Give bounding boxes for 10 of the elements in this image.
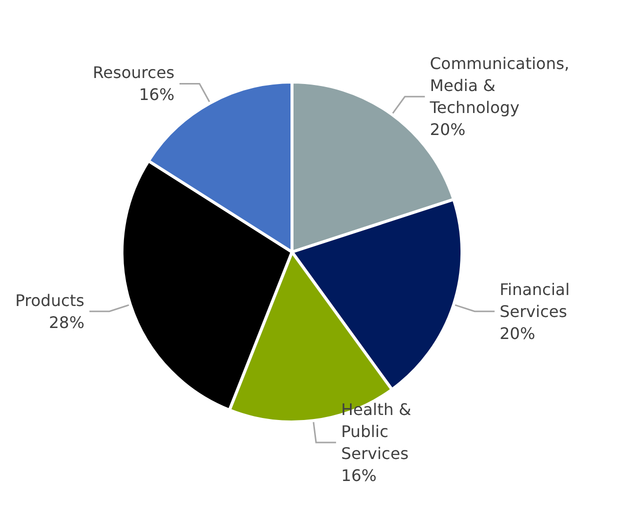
slice-label: Communications, Media & Technology: [428, 54, 574, 118]
slice-label: Resources: [92, 63, 175, 82]
data-label: 16%: [341, 466, 377, 485]
data-label: 20%: [430, 120, 466, 140]
data-label: 20%: [500, 324, 536, 343]
data-label: 16%: [138, 85, 175, 104]
slice-label: Financial Services: [500, 280, 575, 321]
slice-label: Products: [15, 290, 84, 310]
slice-label: Health & Public Services: [341, 400, 416, 463]
data-label: 28%: [48, 312, 84, 332]
